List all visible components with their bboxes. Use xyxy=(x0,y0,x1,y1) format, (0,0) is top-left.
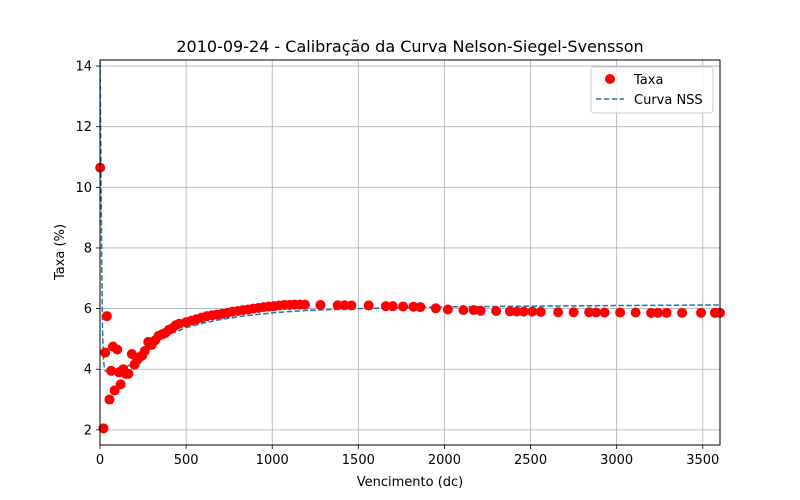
data-point-taxa xyxy=(398,301,409,312)
data-point-taxa xyxy=(599,307,610,318)
data-point-taxa xyxy=(653,307,663,318)
data-point-taxa xyxy=(677,307,688,318)
data-point-taxa xyxy=(630,307,641,318)
chart-title: 2010-09-24 - Calibração da Curva Nelson-… xyxy=(176,37,643,56)
legend-label-curva-nss: Curva NSS xyxy=(634,93,703,108)
data-point-taxa xyxy=(518,306,529,317)
data-point-taxa xyxy=(112,344,123,355)
data-point-taxa xyxy=(430,303,441,314)
y-tick-label: 6 xyxy=(84,302,92,317)
data-point-taxa xyxy=(646,307,657,318)
x-axis-title: Vencimento (dc) xyxy=(357,475,464,490)
data-point-taxa xyxy=(475,305,486,316)
data-point-taxa xyxy=(415,302,426,313)
y-tick-label: 4 xyxy=(84,363,92,378)
data-point-taxa xyxy=(387,301,398,312)
data-point-taxa xyxy=(115,379,126,390)
data-point-taxa xyxy=(535,306,546,317)
data-point-taxa xyxy=(591,307,601,318)
data-point-taxa xyxy=(100,347,111,358)
data-point-taxa xyxy=(106,365,117,376)
data-point-taxa xyxy=(363,300,374,311)
data-point-taxa xyxy=(315,299,326,310)
plot-frame xyxy=(99,59,721,446)
y-tick-label: 12 xyxy=(75,120,92,135)
y-axis-title: Taxa (%) xyxy=(53,224,68,281)
data-point-taxa xyxy=(511,306,522,317)
x-tick-label: 0 xyxy=(96,453,104,468)
x-tick-label: 500 xyxy=(174,453,199,468)
data-point-taxa xyxy=(527,306,538,317)
data-point-taxa xyxy=(346,300,357,311)
data-point-taxa xyxy=(696,307,707,318)
data-point-taxa xyxy=(661,307,672,318)
data-point-taxa xyxy=(123,368,134,379)
data-point-taxa xyxy=(553,307,564,318)
y-tick-label: 10 xyxy=(75,181,92,196)
legend-box xyxy=(590,66,714,114)
x-tick-label: 3500 xyxy=(686,453,719,468)
data-point-taxa xyxy=(101,311,112,322)
tick-layer: 0 500 1000 1500 2000 2500 3000 3500 2 4 6 8 10 12 14 xyxy=(75,60,719,468)
x-tick-label: 2000 xyxy=(428,453,461,468)
data-point-taxa xyxy=(299,299,310,310)
data-point-taxa xyxy=(568,307,579,318)
data-point-taxa xyxy=(615,307,626,318)
data-point-taxa xyxy=(104,394,115,405)
data-point-taxa xyxy=(380,301,391,312)
legend-marker-taxa xyxy=(605,74,615,84)
data-point-taxa xyxy=(442,304,453,315)
legend: Taxa Curva NSS xyxy=(590,66,714,114)
data-point-taxa xyxy=(332,300,343,311)
data-point-taxa xyxy=(458,305,469,316)
data-point-taxa xyxy=(98,423,109,434)
legend-label-taxa: Taxa xyxy=(633,73,663,88)
y-tick-label: 2 xyxy=(84,423,92,438)
point-layer xyxy=(95,162,725,434)
data-point-taxa xyxy=(139,346,150,357)
data-point-taxa xyxy=(109,385,120,396)
y-tick-label: 8 xyxy=(84,241,92,256)
x-tick-label: 1500 xyxy=(342,453,375,468)
x-tick-label: 2500 xyxy=(514,453,547,468)
y-tick-label: 14 xyxy=(75,60,92,75)
data-point-taxa xyxy=(491,306,502,317)
x-tick-label: 1000 xyxy=(256,453,289,468)
x-tick-label: 3000 xyxy=(600,453,633,468)
